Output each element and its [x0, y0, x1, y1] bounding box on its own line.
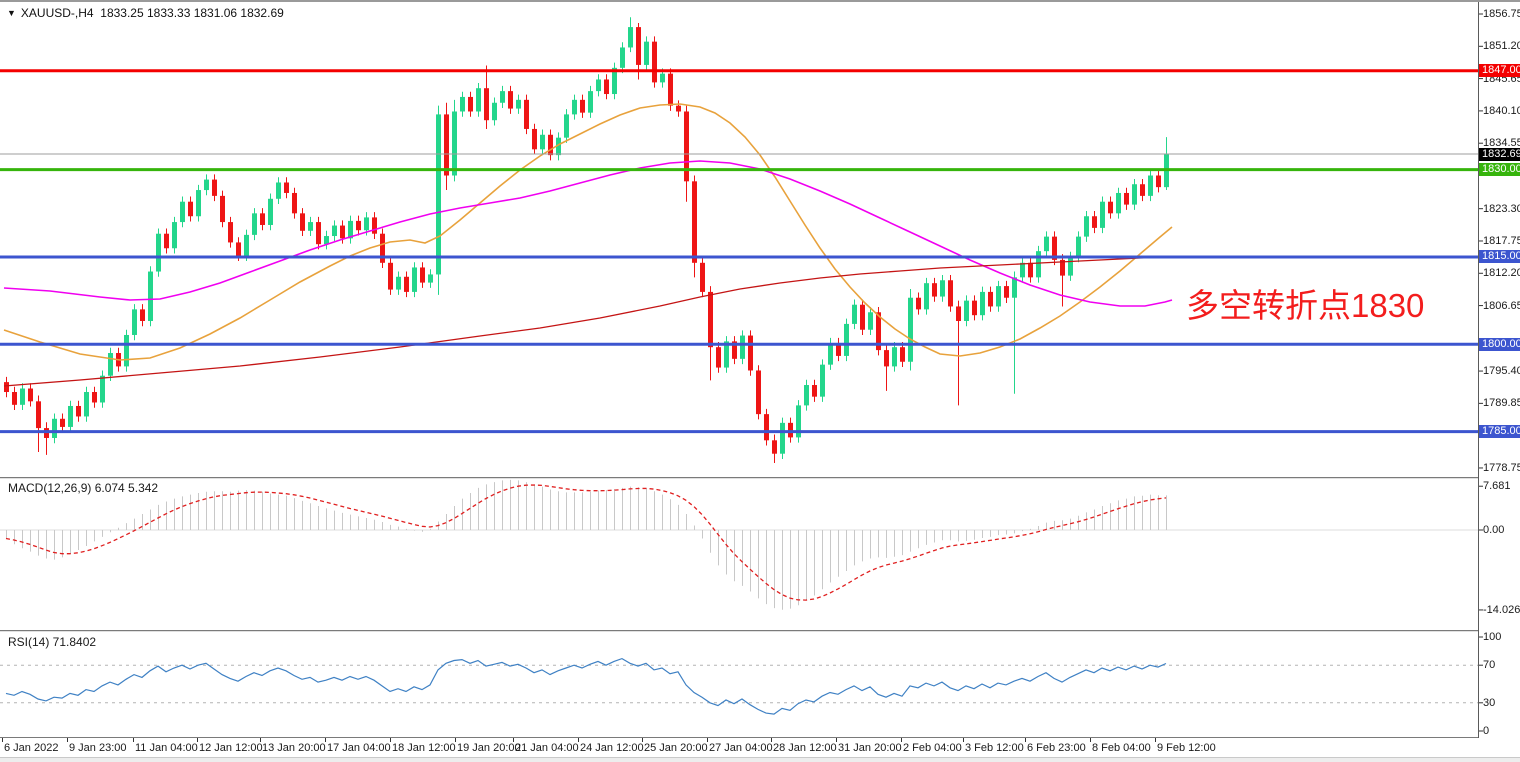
macd-tick-label: 0.00 — [1483, 524, 1505, 536]
time-tick-label: 6 Jan 2022 — [4, 742, 59, 754]
price-axis-border[interactable] — [1478, 2, 1479, 738]
price-tick-label: 1856.75 — [1483, 8, 1520, 20]
rsi-indicator-label: RSI(14) 71.8402 — [8, 635, 97, 649]
rsi-tick-label: 30 — [1483, 696, 1496, 709]
time-tick-label: 27 Jan 04:00 — [709, 742, 773, 754]
time-tick-label: 21 Jan 04:00 — [515, 742, 579, 754]
rsi-tick-label: 0 — [1483, 725, 1490, 737]
time-tick-label: 6 Feb 23:00 — [1027, 742, 1086, 754]
price-tick-label: 1795.40 — [1483, 365, 1520, 378]
level-price-tag: 1847.00 — [1479, 64, 1520, 77]
time-tick-label: 31 Jan 20:00 — [838, 742, 902, 754]
time-tick-label: 3 Feb 12:00 — [965, 742, 1024, 754]
current-price-tag: 1832.69 — [1479, 148, 1520, 161]
axis-tick-marks — [2, 13, 1483, 742]
price-tick-label: 1778.75 — [1483, 461, 1520, 474]
macd-rsi-separator-shadow — [0, 631, 1478, 632]
macd-rsi-separator[interactable] — [0, 630, 1478, 631]
main-macd-separator-shadow — [0, 478, 1478, 479]
time-tick-label: 17 Jan 04:00 — [327, 742, 391, 754]
time-tick-label: 19 Jan 20:00 — [457, 742, 521, 754]
chart-text-annotation[interactable]: 多空转折点1830 — [1186, 287, 1425, 324]
window-top-border — [0, 0, 1520, 2]
window-bottom-strip — [0, 757, 1520, 762]
macd-indicator-label: MACD(12,26,9) 6.074 5.342 — [8, 481, 159, 495]
time-tick-label: 9 Jan 23:00 — [69, 742, 127, 754]
level-price-tag: 1800.00 — [1479, 338, 1520, 351]
rsi-pane[interactable] — [0, 657, 1478, 715]
time-tick-label: 11 Jan 04:00 — [135, 742, 198, 754]
macd-pane[interactable] — [0, 479, 1478, 610]
level-price-tag: 1815.00 — [1479, 250, 1520, 263]
chart-header: ▼ XAUUSD-,H4 1833.25 1833.33 1831.06 1832… — [7, 6, 284, 20]
price-tick-label: 1840.10 — [1483, 104, 1520, 117]
price-tick-label: 1812.20 — [1483, 267, 1520, 280]
collapse-ohlc-icon[interactable]: ▼ — [7, 8, 16, 18]
level-price-tag: 1785.00 — [1479, 425, 1520, 438]
level-price-tag: 1830.00 — [1479, 163, 1520, 176]
time-tick-label: 13 Jan 20:00 — [262, 742, 326, 754]
candlesticks — [4, 17, 1169, 464]
rsi-tick-label: 100 — [1483, 631, 1502, 643]
main-price-pane[interactable] — [0, 17, 1478, 464]
time-tick-label: 2 Feb 04:00 — [903, 742, 962, 754]
price-tick-label: 1789.85 — [1483, 397, 1520, 410]
time-tick-label: 24 Jan 12:00 — [580, 742, 644, 754]
time-tick-label: 8 Feb 04:00 — [1092, 742, 1151, 754]
price-tick-label: 1823.30 — [1483, 202, 1520, 215]
price-tick-label: 1851.20 — [1483, 40, 1520, 53]
symbol-period-label: XAUUSD-,H4 — [20, 6, 94, 20]
time-tick-label: 25 Jan 20:00 — [644, 742, 708, 754]
time-tick-label: 12 Jan 12:00 — [199, 742, 263, 754]
time-tick-label: 9 Feb 12:00 — [1157, 742, 1216, 754]
rsi-tick-label: 70 — [1483, 659, 1496, 672]
macd-tick-label: 7.681 — [1483, 480, 1511, 493]
time-tick-label: 28 Jan 12:00 — [773, 742, 837, 754]
price-tick-label: 1834.55 — [1483, 137, 1520, 150]
main-macd-separator[interactable] — [0, 477, 1478, 478]
rsi-timeaxis-separator — [0, 737, 1478, 738]
price-tick-label: 1806.65 — [1483, 299, 1520, 312]
ohlc-values: 1833.25 1833.33 1831.06 1832.69 — [100, 6, 284, 20]
price-tick-label: 1817.75 — [1483, 234, 1520, 247]
time-tick-label: 18 Jan 12:00 — [392, 742, 456, 754]
macd-tick-label: -14.026 — [1483, 603, 1520, 616]
